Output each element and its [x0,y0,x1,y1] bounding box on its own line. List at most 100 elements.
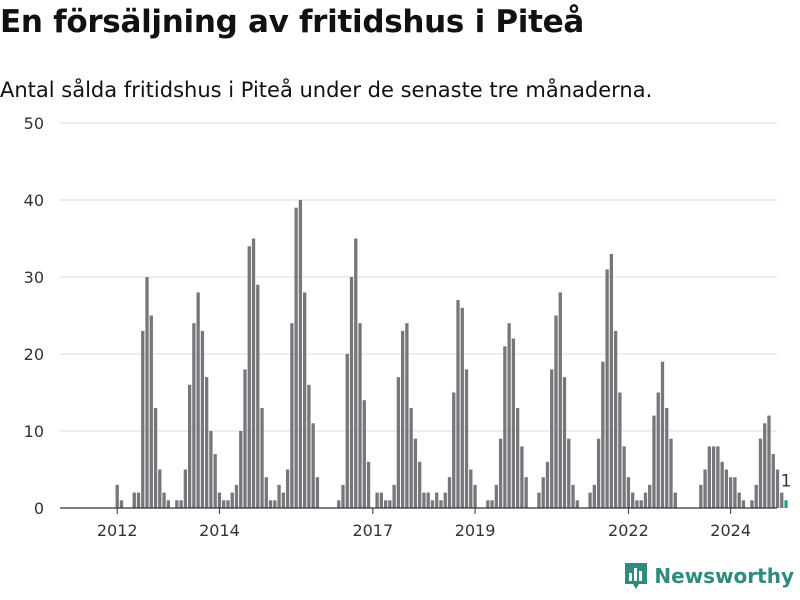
bar [217,492,222,508]
bar [200,330,205,508]
bar [592,484,596,508]
bar [571,484,575,508]
bar [413,438,418,508]
bar [247,246,251,508]
bar [268,500,273,508]
newsworthy-logo-icon [625,563,648,589]
bar [400,330,405,508]
bar [379,492,383,508]
bar [439,500,443,508]
bar [192,323,196,508]
y-tick-label: 40 [24,191,44,210]
y-tick-label: 10 [24,422,44,441]
bar [635,500,639,508]
bar [643,492,648,508]
bar [660,361,665,508]
bar [294,207,298,508]
bar [567,438,571,508]
bar [550,369,554,508]
bar [260,407,264,508]
annotations: 1 [781,471,792,491]
bar [554,315,558,508]
bar [699,484,703,508]
x-tick-label: 2017 [352,521,393,540]
x-tick-label: 2012 [97,521,138,540]
bar [158,469,162,508]
bar [520,446,524,508]
x-tick-label: 2014 [199,521,240,540]
bar [750,500,754,508]
bar [392,484,396,508]
bar [162,492,166,508]
x-tick-label: 2022 [608,521,649,540]
y-tick-label: 50 [24,114,44,133]
bar [213,454,217,508]
bar [153,407,158,508]
x-tick-label: 2024 [710,521,751,540]
bar [239,431,243,508]
bar [767,415,771,508]
bar [498,438,503,508]
bar [511,338,516,508]
bar [516,407,520,508]
bar [631,492,635,508]
last-value-label: 1 [781,471,792,491]
bar [490,500,494,508]
bar [741,500,746,508]
bar [341,484,345,508]
bar [362,400,366,508]
bar [222,500,226,508]
bar [119,500,124,508]
bar [609,253,614,508]
bar [183,469,188,508]
x-tick-label: 2019 [455,521,496,540]
bar [626,477,631,508]
bar [141,330,145,508]
bar [396,377,401,508]
bar [541,477,545,508]
bar [456,300,460,508]
bar [575,500,579,508]
bar [494,484,498,508]
y-tick-label: 0 [34,499,44,518]
bar [388,500,392,508]
bar [720,461,724,508]
bar [780,492,784,508]
bar [652,415,656,508]
bar [601,361,605,508]
y-tick-label: 30 [24,268,44,287]
bar [724,469,729,508]
bar [315,477,320,508]
bar [711,446,716,508]
bar [435,492,439,508]
bar [648,484,652,508]
bar [464,369,469,508]
chart-subtitle: Antal sålda fritidshus i Piteå under de … [0,78,653,102]
bar [115,484,119,508]
bar [665,407,669,508]
bar [613,330,618,508]
bar [166,500,170,508]
bar [775,469,780,508]
bar [507,323,511,508]
bar [716,446,720,508]
bar [469,469,473,508]
bar [729,477,733,508]
bar [443,492,447,508]
bar [771,454,775,508]
bar [409,407,413,508]
bar [337,500,341,508]
bar [196,292,200,508]
bar [345,354,349,508]
bar [605,269,609,508]
bar [537,492,541,508]
bar [707,446,711,508]
bar-highlight [784,500,788,508]
bar [264,477,268,508]
bar [307,384,311,508]
bar [226,500,230,508]
bar [205,377,209,508]
bar [383,500,388,508]
bar [366,461,371,508]
bar [596,438,601,508]
